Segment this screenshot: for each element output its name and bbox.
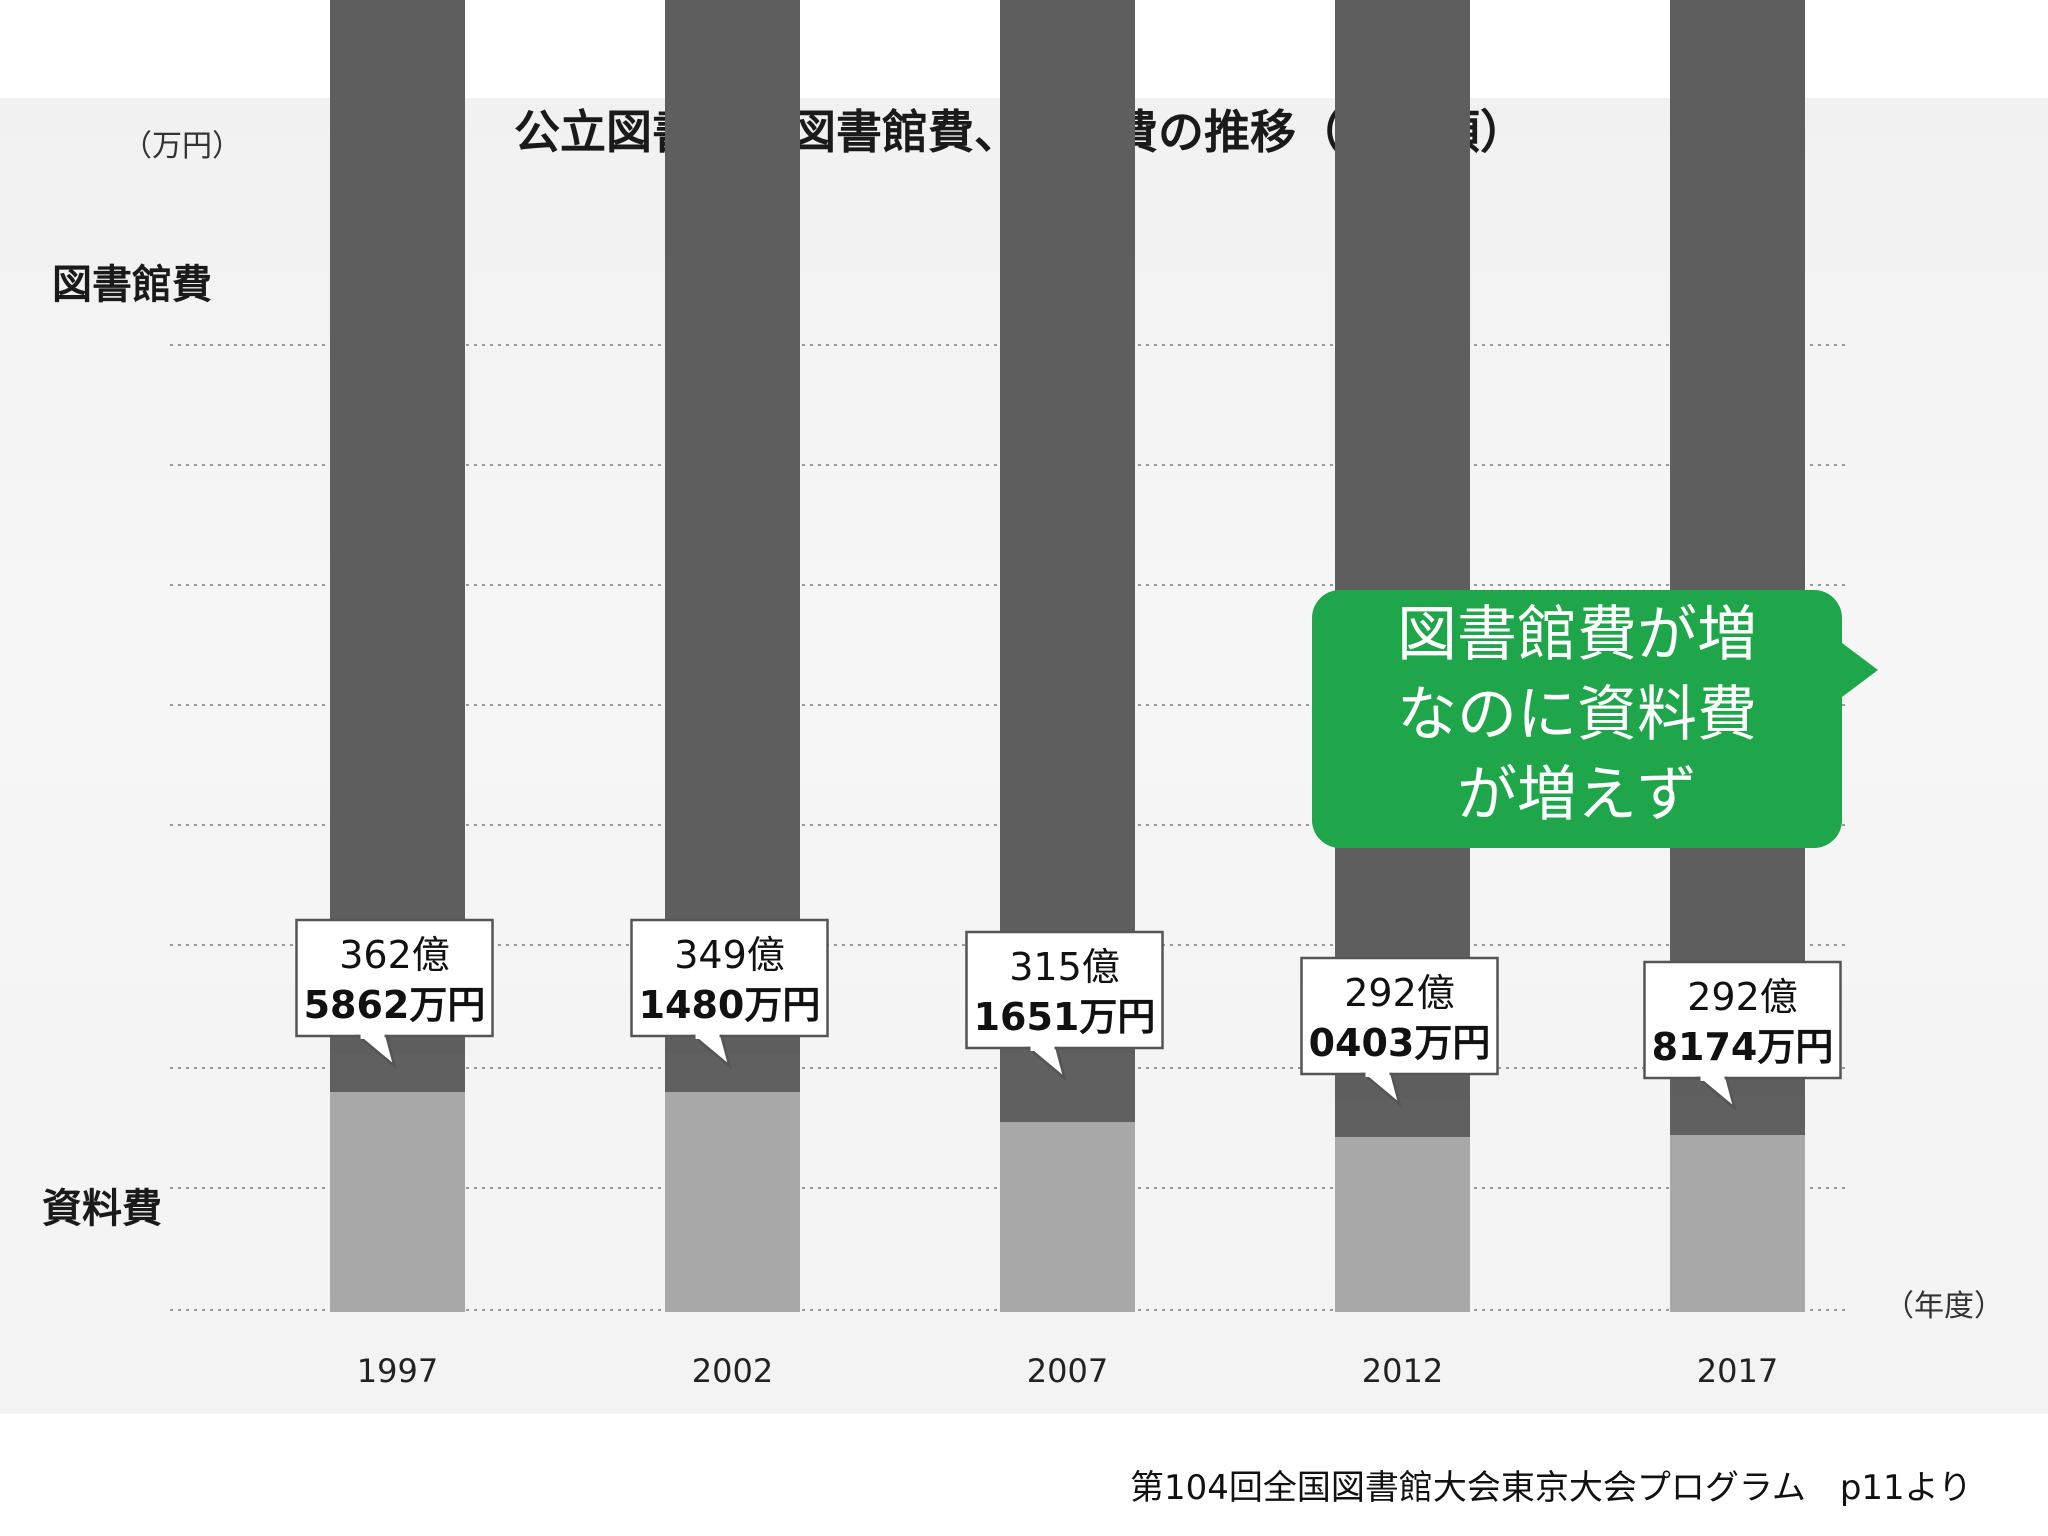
data-label-material-cost: 315億 1651万円 [965,930,1164,1082]
label-box [295,918,494,1038]
data-label-material-cost: 362億 5862万円 [295,918,494,1070]
label-box [1643,960,1842,1080]
data-label-value-line1: 292億 [1687,975,1798,1019]
bar-material-cost-2002 [665,1092,800,1312]
data-label-value-line2: 8174万円 [1652,1025,1834,1069]
x-tick-label: 1997 [357,1352,438,1390]
bar-material-cost-1997 [330,1092,465,1312]
label-tail-cover [1365,1071,1390,1077]
data-label-value-line1: 362億 [339,933,450,977]
data-label-value-line1: 315億 [1009,945,1120,989]
label-tail-cover [695,1033,720,1039]
label-tail-cover [360,1033,385,1039]
series-label-material-cost: 資料費 [42,1186,162,1232]
label-box [630,918,829,1038]
label-tail-cover [1700,1075,1725,1081]
bar-material-cost-top-2002 [665,1054,800,1092]
callout-text-line: なのに資料費 [1397,680,1757,750]
label-box [965,930,1164,1050]
data-label-value-line1: 349億 [674,933,785,977]
callout-box [1312,590,1842,848]
x-tick-label: 2002 [692,1352,773,1390]
data-label-value-line1: 292億 [1344,971,1455,1015]
data-label-value-line2: 1480万円 [639,983,821,1027]
bar-material-cost-top-2007 [1000,1054,1135,1122]
series-label-library-cost: 図書館費 [52,262,212,308]
data-label-material-cost: 292億 0403万円 [1300,956,1499,1108]
x-tick-label: 2012 [1362,1352,1443,1390]
unit-label: （万円） [122,129,242,164]
label-tail-cover [1030,1045,1055,1051]
data-label-value-line2: 0403万円 [1309,1021,1491,1065]
bar-material-cost-top-1997 [330,1054,465,1092]
bar-material-cost-2012 [1335,1137,1470,1312]
label-box [1300,956,1499,1076]
data-label-material-cost: 349億 1480万円 [630,918,829,1070]
callout-text-line: が増えず [1457,760,1697,830]
data-label-material-cost: 292億 8174万円 [1643,960,1842,1112]
x-tick-label: 2007 [1027,1352,1108,1390]
bar-material-cost-2007 [1000,1122,1135,1312]
data-label-value-line2: 1651万円 [974,995,1156,1039]
callout-tail [1838,640,1878,700]
data-label-value-line2: 5862万円 [304,983,486,1027]
callout-text-line: 図書館費が増 [1397,600,1757,670]
bar-material-cost-top-2017 [1670,1097,1805,1135]
x-axis-label: （年度） [1884,1289,2004,1324]
bar-material-cost-2017 [1670,1135,1805,1312]
source-citation: 第104回全国図書館大会東京大会プログラム p11より [1129,1468,1972,1508]
bar-material-cost-top-2012 [1335,1099,1470,1137]
x-tick-label: 2017 [1697,1352,1778,1390]
